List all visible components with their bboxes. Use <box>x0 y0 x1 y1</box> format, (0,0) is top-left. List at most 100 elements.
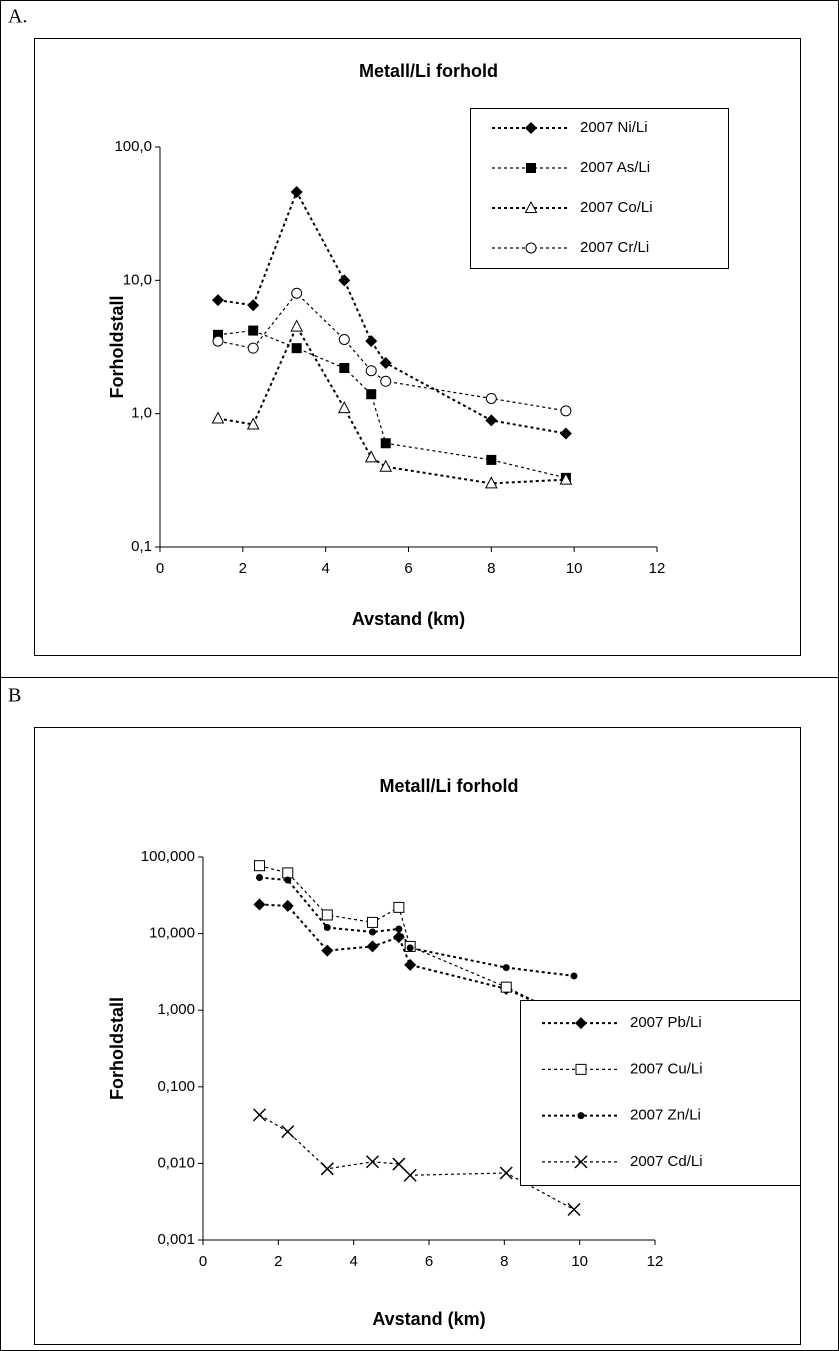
marker <box>338 333 350 345</box>
x-tick-label: 10 <box>566 560 583 577</box>
marker <box>485 476 498 489</box>
series-line <box>217 324 566 485</box>
series-line <box>217 189 567 435</box>
chart-title: Metall/Li forhold <box>359 61 498 81</box>
marker <box>486 454 497 465</box>
y-tick-label: 0,1 <box>131 538 152 555</box>
x-tick-label: 4 <box>349 1253 357 1270</box>
marker <box>365 365 377 377</box>
marker <box>485 414 498 427</box>
marker <box>500 981 512 993</box>
marker <box>366 389 377 400</box>
y-tick-label: 10,0 <box>123 271 152 288</box>
x-axis-title: Avstand (km) <box>352 609 465 629</box>
marker <box>367 916 378 928</box>
marker <box>338 274 351 287</box>
x-tick-label: 6 <box>425 1253 433 1270</box>
marker <box>369 928 376 936</box>
marker <box>281 899 294 912</box>
marker <box>392 1157 406 1171</box>
marker <box>485 392 497 404</box>
panel-label: B <box>8 685 21 707</box>
marker <box>403 1168 417 1182</box>
legend-label: 2007 Cd/Li <box>630 1153 703 1170</box>
chart-title: Metall/Li forhold <box>380 776 519 796</box>
marker <box>290 319 304 332</box>
marker <box>380 438 391 449</box>
marker <box>252 1108 267 1122</box>
x-tick-label: 12 <box>647 1253 664 1270</box>
panel-label: A. <box>8 6 27 28</box>
legend-label: 2007 Zn/Li <box>630 1107 701 1124</box>
legend-marker <box>524 200 538 213</box>
marker <box>364 450 378 463</box>
series-line <box>217 292 566 412</box>
legend-marker <box>526 163 536 173</box>
marker <box>337 401 351 414</box>
legend-label: 2007 As/Li <box>580 159 650 176</box>
x-tick-label: 12 <box>649 560 666 577</box>
x-tick-label: 6 <box>404 560 412 577</box>
marker <box>379 459 393 472</box>
marker <box>406 944 414 952</box>
marker <box>290 185 303 198</box>
series-line <box>217 329 567 479</box>
marker <box>291 287 303 299</box>
y-tick-label: 100,000 <box>141 848 195 865</box>
marker <box>253 898 266 911</box>
marker <box>212 329 223 340</box>
marker <box>291 343 302 354</box>
marker <box>393 901 405 913</box>
marker <box>284 876 292 884</box>
x-tick-label: 2 <box>274 1253 282 1270</box>
x-tick-label: 0 <box>199 1253 207 1270</box>
marker <box>211 294 224 307</box>
x-tick-label: 0 <box>156 560 164 577</box>
series-line <box>259 1114 575 1211</box>
marker <box>281 1125 295 1139</box>
marker <box>365 335 378 348</box>
marker <box>559 472 573 485</box>
legend <box>520 1000 801 1186</box>
legend-label: 2007 Co/Li <box>580 199 653 216</box>
y-tick-label: 1,0 <box>131 405 152 422</box>
series-line <box>259 865 575 1021</box>
legend <box>470 108 729 269</box>
marker <box>212 335 224 347</box>
y-tick-label: 10,000 <box>149 925 195 942</box>
marker <box>321 909 333 921</box>
marker <box>559 427 572 440</box>
y-axis-title: Forholdstall <box>107 296 127 399</box>
marker <box>211 411 225 424</box>
marker <box>282 867 294 879</box>
marker <box>404 958 417 971</box>
y-tick-label: 0,100 <box>157 1078 195 1095</box>
x-tick-label: 10 <box>571 1253 588 1270</box>
marker <box>246 417 260 430</box>
legend-marker <box>575 1017 587 1030</box>
marker <box>320 1162 334 1176</box>
x-tick-label: 8 <box>500 1253 508 1270</box>
marker <box>499 1166 513 1180</box>
marker <box>247 299 260 312</box>
y-axis-title: Forholdstall <box>107 997 127 1100</box>
marker <box>502 964 510 972</box>
legend-marker <box>575 1063 587 1075</box>
x-tick-label: 2 <box>239 560 247 577</box>
chart-frame <box>34 38 801 656</box>
legend-label: 2007 Pb/Li <box>630 1014 702 1031</box>
marker <box>339 363 350 374</box>
x-axis-title: Avstand (km) <box>372 1309 485 1329</box>
marker <box>379 356 392 369</box>
marker <box>395 925 403 933</box>
marker <box>392 931 405 944</box>
y-tick-label: 1,000 <box>157 1001 195 1018</box>
legend-label: 2007 Ni/Li <box>580 119 648 136</box>
marker <box>380 375 392 387</box>
marker <box>256 873 263 881</box>
legend-marker <box>574 1155 588 1169</box>
marker <box>247 342 259 354</box>
marker <box>567 1202 581 1217</box>
